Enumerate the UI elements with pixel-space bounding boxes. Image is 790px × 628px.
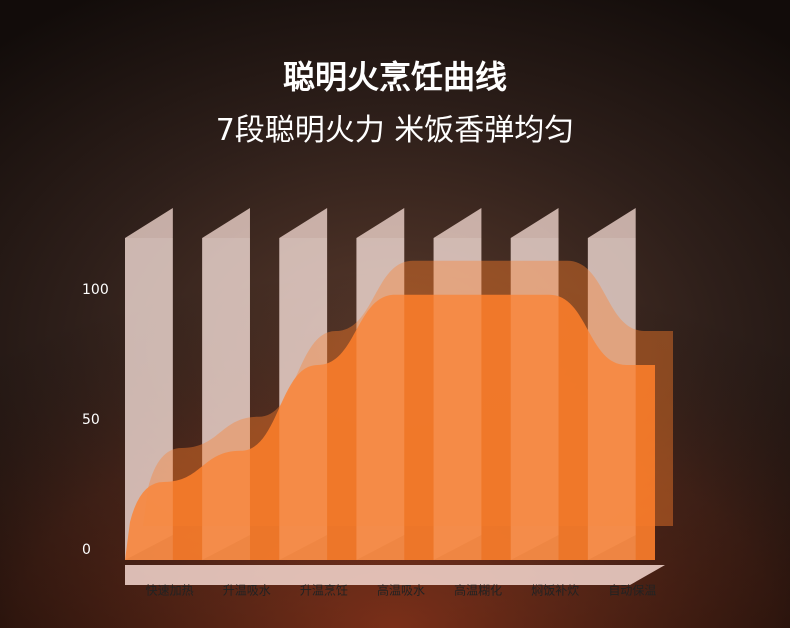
glass-front <box>433 238 482 560</box>
area <box>125 294 655 560</box>
chart-title: 聪明火烹饪曲线 <box>283 58 507 96</box>
y-tick-label: 100 <box>82 282 109 298</box>
glass-front <box>279 238 328 560</box>
x-tick-label: 升温吸水 <box>223 584 271 598</box>
x-tick-label: 快速加热 <box>146 584 194 598</box>
glass-front <box>202 238 250 560</box>
glass-panel <box>125 208 173 560</box>
x-tick-label: 焖饭补炊 <box>531 583 579 598</box>
x-tick-label: 自动保温 <box>608 584 656 598</box>
glass-front <box>125 238 173 560</box>
y-tick-label: 50 <box>82 412 100 428</box>
y-tick-label: 0 <box>82 542 91 558</box>
x-tick-label: 高温糊化 <box>454 583 502 598</box>
glass-front <box>356 238 405 560</box>
chart-subtitle: 7段聪明火力 米饭香弹均匀 <box>216 113 575 148</box>
x-tick-label: 升温烹饪 <box>300 583 348 598</box>
x-tick-label: 高温吸水 <box>377 583 425 598</box>
glass-front <box>587 238 636 560</box>
floor <box>125 565 665 585</box>
glass-front <box>510 238 559 560</box>
